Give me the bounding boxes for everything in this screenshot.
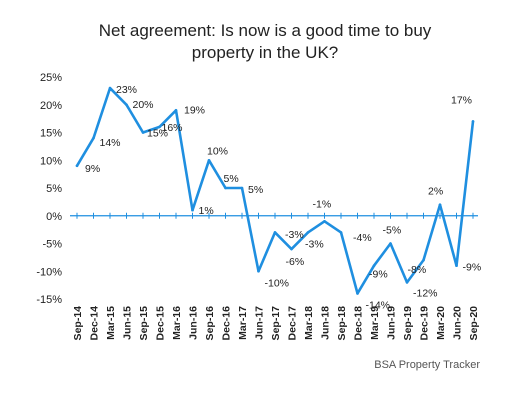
data-labels: 9%14%23%20%15%16%19%1%10%5%5%-10%-6%-3%-…: [85, 84, 481, 311]
data-label: 2%: [428, 186, 443, 198]
data-point: [240, 186, 244, 190]
chart-title-line-2: property in the UK?: [192, 43, 338, 62]
data-label: 5%: [248, 184, 263, 196]
data-label: 5%: [224, 173, 239, 185]
data-point: [471, 120, 475, 123]
y-tick-label: 0%: [46, 211, 62, 223]
data-point: [290, 247, 293, 251]
x-axis-zero-line: [70, 212, 478, 219]
x-tick-label: Jun-19: [386, 306, 398, 340]
x-tick-label: Jun-20: [452, 306, 464, 340]
data-label: 10%: [207, 145, 228, 157]
data-point: [191, 208, 194, 212]
data-point: [125, 103, 128, 107]
x-tick-label: Mar-18: [303, 306, 315, 340]
data-label: 15%: [147, 128, 168, 140]
x-tick-label: Sep-19: [402, 306, 414, 341]
data-label: -6%: [286, 256, 305, 268]
data-label: 16%: [162, 122, 183, 134]
x-axis-tick-labels: Sep-14 Dec-14 Mar-15 Jun-15 Sep-15 Dec-15 Mar-…: [72, 306, 480, 341]
x-tick-label: Dec-14: [89, 306, 101, 341]
data-label: -3%: [285, 229, 304, 241]
data-point: [92, 136, 95, 140]
data-point: [224, 186, 227, 190]
data-point: [405, 281, 409, 284]
data-point: [323, 220, 326, 223]
y-tick-label: 10%: [40, 155, 62, 167]
x-tick-label: Sep-20: [468, 306, 480, 341]
x-tick-label: Mar-17: [237, 306, 249, 340]
x-tick-label: Mar-19: [369, 306, 381, 340]
data-label: -9%: [369, 269, 388, 281]
data-point: [158, 125, 161, 129]
y-tick-label: 20%: [40, 100, 62, 112]
y-axis-tick-labels: 25% 20% 15% 10% 5% 0% -5% -10% -15%: [36, 72, 62, 306]
x-tick-label: Jun-17: [254, 306, 266, 340]
x-tick-label: Mar-16: [171, 306, 183, 340]
x-tick-label: Sep-16: [204, 306, 216, 341]
data-label: -10%: [265, 277, 290, 289]
y-tick-label: 15%: [40, 128, 62, 140]
data-point: [257, 269, 260, 273]
y-tick-label: -5%: [42, 239, 62, 251]
x-tick-label: Dec-17: [287, 306, 299, 341]
data-label: 20%: [133, 99, 154, 111]
data-point: [389, 242, 392, 245]
x-tick-label: Dec-18: [353, 306, 365, 341]
x-tick-label: Mar-20: [435, 306, 447, 340]
data-label: -5%: [383, 225, 402, 237]
data-label: -8%: [408, 264, 427, 276]
series-line: [75, 86, 475, 295]
data-point: [207, 158, 211, 162]
data-point: [306, 231, 310, 234]
source-note: BSA Property Tracker: [374, 359, 480, 371]
data-label: -14%: [366, 299, 391, 311]
y-tick-label: -15%: [36, 294, 62, 306]
data-point: [174, 109, 178, 112]
data-label: -1%: [313, 198, 332, 210]
x-tick-label: Dec-15: [155, 306, 167, 341]
data-label: -12%: [413, 287, 438, 299]
data-label: 1%: [199, 205, 214, 217]
data-point: [339, 231, 343, 234]
x-tick-label: Mar-15: [105, 306, 117, 340]
data-point: [438, 203, 442, 206]
data-label: -9%: [463, 262, 482, 274]
x-tick-label: Sep-17: [270, 306, 282, 341]
x-tick-label: Jun-15: [122, 306, 134, 340]
data-point: [75, 164, 79, 168]
y-tick-label: -10%: [36, 266, 62, 278]
data-point: [108, 86, 112, 90]
x-tick-label: Sep-15: [138, 306, 150, 341]
y-tick-label: 5%: [46, 183, 62, 195]
data-label: 9%: [85, 163, 100, 175]
data-label: 17%: [451, 94, 472, 106]
x-tick-label: Dec-19: [419, 306, 431, 341]
x-tick-label: Jun-16: [188, 306, 200, 340]
series-path: [75, 86, 475, 295]
data-label: -3%: [305, 238, 324, 250]
data-point: [273, 231, 277, 234]
data-label: 19%: [184, 104, 205, 116]
data-point: [372, 264, 376, 268]
x-tick-label: Sep-18: [336, 306, 348, 341]
x-tick-label: Dec-16: [221, 306, 233, 341]
y-tick-label: 25%: [40, 72, 62, 84]
x-tick-label: Jun-18: [320, 306, 332, 340]
data-point: [422, 258, 425, 262]
data-label: -4%: [353, 232, 372, 244]
data-label: 23%: [116, 84, 137, 96]
data-point: [455, 264, 458, 268]
x-tick-label: Sep-14: [72, 306, 84, 341]
data-point: [141, 131, 145, 134]
data-point: [356, 292, 359, 295]
data-label: 14%: [100, 137, 121, 149]
chart-title-line-1: Net agreement: Is now is a good time to …: [99, 21, 432, 40]
